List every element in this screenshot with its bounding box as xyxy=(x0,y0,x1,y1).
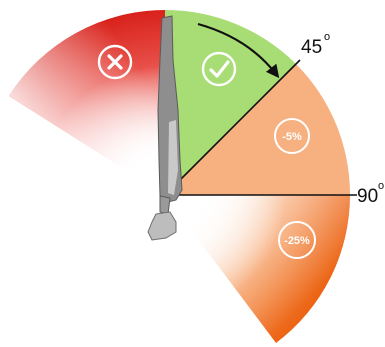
minus-5-zone xyxy=(165,64,351,195)
forbidden-badge xyxy=(97,44,133,80)
allowed-zone xyxy=(165,9,296,195)
leg-bones xyxy=(147,15,183,241)
line-45-degrees xyxy=(164,59,301,196)
angle-90-degree-mark: o xyxy=(378,180,384,192)
minus-25-badge: -25% xyxy=(278,221,316,259)
minus-5-badge: -5% xyxy=(274,118,310,154)
minus-25-label: -25% xyxy=(284,235,310,247)
check-icon xyxy=(209,60,230,78)
femur-highlight xyxy=(168,120,178,195)
x-icon xyxy=(107,54,123,70)
angle-45-label: 45 xyxy=(301,37,322,58)
angle-90-label: 90 xyxy=(357,186,378,207)
minus-5-label: -5% xyxy=(282,131,302,143)
minus-25-zone-fade xyxy=(165,195,350,343)
forbidden-zone-fade xyxy=(9,10,165,195)
flexion-arrow xyxy=(197,22,280,79)
angle-45-degree-mark: o xyxy=(324,31,330,43)
allowed-badge xyxy=(201,51,237,87)
kneecap-bone xyxy=(159,195,171,215)
tibia-bone xyxy=(147,211,177,241)
